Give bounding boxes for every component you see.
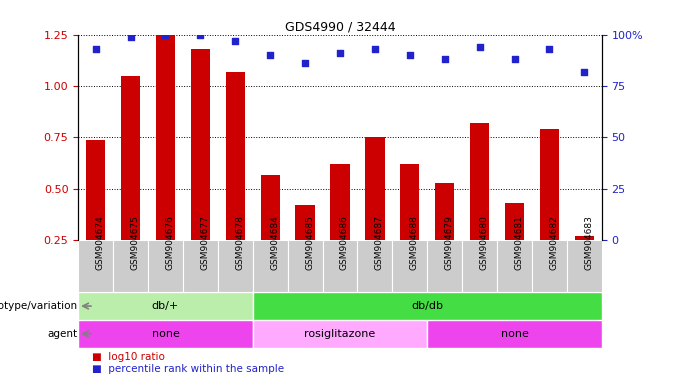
Text: ■  percentile rank within the sample: ■ percentile rank within the sample <box>92 364 284 374</box>
Text: agent: agent <box>48 329 78 339</box>
Bar <box>183 240 218 292</box>
Text: ■  log10 ratio: ■ log10 ratio <box>92 352 165 362</box>
Bar <box>358 240 392 292</box>
Bar <box>296 205 315 292</box>
Bar <box>253 292 602 320</box>
Point <box>230 38 241 44</box>
Point <box>405 52 415 58</box>
Bar <box>156 35 175 292</box>
Bar <box>322 240 358 292</box>
Bar <box>575 236 594 292</box>
Bar <box>392 240 427 292</box>
Bar <box>86 139 105 292</box>
Text: GSM904686: GSM904686 <box>340 215 349 270</box>
Bar <box>78 292 253 320</box>
Text: GSM904682: GSM904682 <box>549 215 558 270</box>
Text: GSM904676: GSM904676 <box>165 215 175 270</box>
Point <box>579 68 590 74</box>
Point <box>335 50 345 56</box>
Bar <box>218 240 253 292</box>
Text: db/+: db/+ <box>152 301 179 311</box>
Bar <box>505 204 524 292</box>
Bar <box>427 320 602 348</box>
Point <box>90 46 101 52</box>
Point <box>369 46 380 52</box>
Bar <box>330 164 350 292</box>
Point <box>439 56 450 62</box>
Bar <box>191 49 210 292</box>
Text: GSM904678: GSM904678 <box>235 215 244 270</box>
Bar <box>78 240 113 292</box>
Text: none: none <box>500 329 528 339</box>
Bar <box>288 240 322 292</box>
Text: GSM904674: GSM904674 <box>96 215 105 270</box>
Point <box>474 44 485 50</box>
Text: GSM904688: GSM904688 <box>410 215 419 270</box>
Text: rosiglitazone: rosiglitazone <box>305 329 375 339</box>
Bar <box>462 240 497 292</box>
Bar <box>540 129 559 292</box>
Text: GSM904687: GSM904687 <box>375 215 384 270</box>
Text: GSM904679: GSM904679 <box>445 215 454 270</box>
Text: GSM904684: GSM904684 <box>270 215 279 270</box>
Bar <box>470 123 489 292</box>
Text: GSM904681: GSM904681 <box>515 215 524 270</box>
Title: GDS4990 / 32444: GDS4990 / 32444 <box>285 20 395 33</box>
Bar <box>226 71 245 292</box>
Text: genotype/variation: genotype/variation <box>0 301 78 311</box>
Bar <box>148 240 183 292</box>
Bar <box>567 240 602 292</box>
Bar <box>121 76 140 292</box>
Text: GSM904685: GSM904685 <box>305 215 314 270</box>
Bar <box>78 320 253 348</box>
Text: GSM904683: GSM904683 <box>584 215 594 270</box>
Text: GSM904675: GSM904675 <box>131 215 139 270</box>
Text: GSM904680: GSM904680 <box>479 215 489 270</box>
Point <box>265 52 275 58</box>
Bar <box>365 137 384 292</box>
Bar <box>497 240 532 292</box>
Bar <box>427 240 462 292</box>
Point <box>544 46 555 52</box>
Bar <box>260 174 279 292</box>
Point <box>160 31 171 38</box>
Bar <box>253 320 427 348</box>
Text: GSM904677: GSM904677 <box>201 215 209 270</box>
Bar <box>532 240 567 292</box>
Point <box>509 56 520 62</box>
Bar <box>113 240 148 292</box>
Point <box>300 60 311 66</box>
Text: none: none <box>152 329 180 339</box>
Text: db/db: db/db <box>411 301 443 311</box>
Point <box>195 31 206 38</box>
Bar <box>401 164 420 292</box>
Bar <box>253 240 288 292</box>
Point <box>125 33 136 40</box>
Bar <box>435 183 454 292</box>
